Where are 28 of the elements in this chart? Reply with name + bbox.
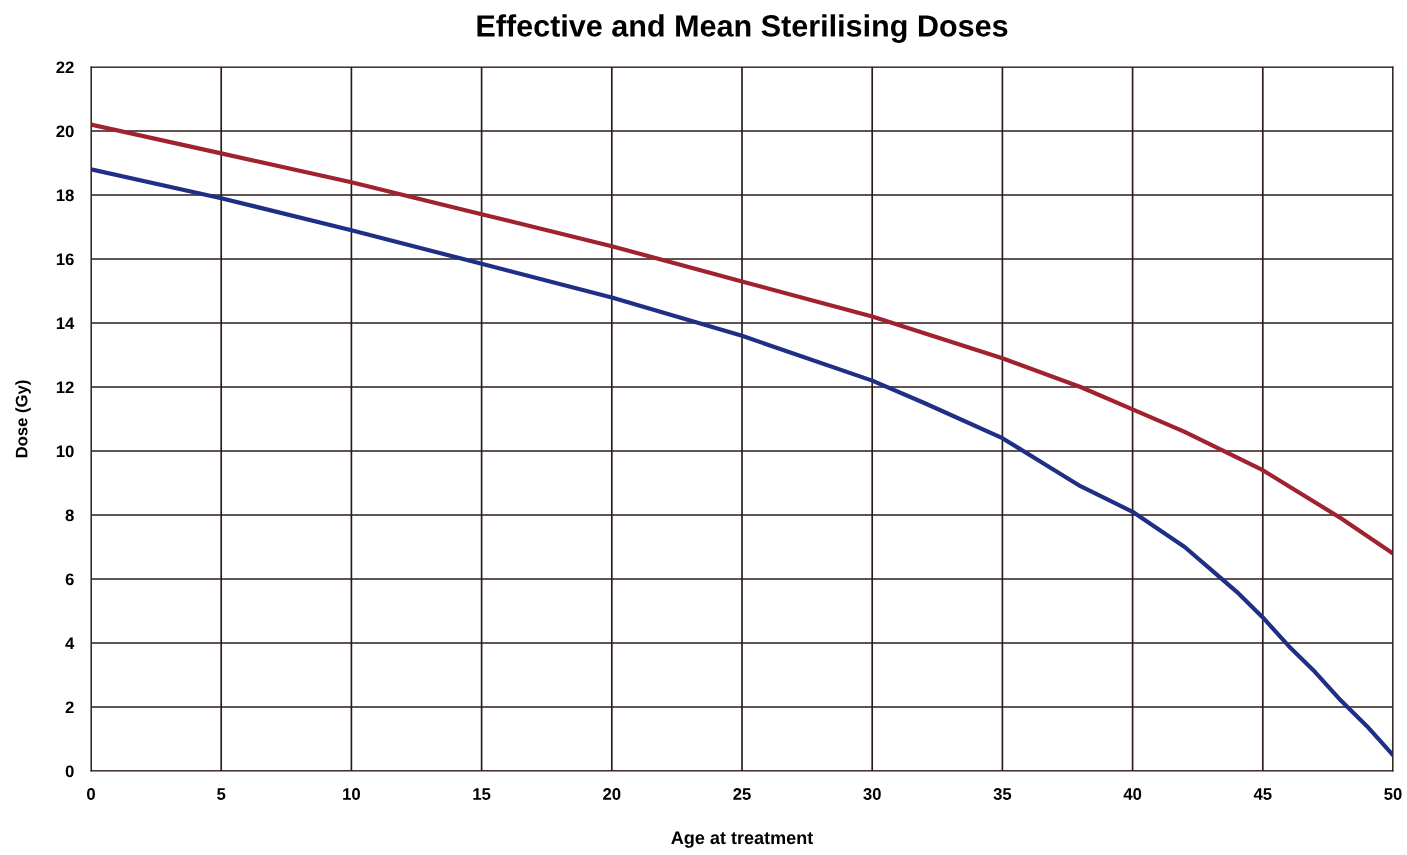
y-tick-label: 20 — [56, 125, 74, 138]
y-axis-title: Dose (Gy) — [15, 380, 31, 458]
x-tick-label: 0 — [87, 788, 95, 800]
line-series — [91, 167, 1393, 758]
x-tick-label: 15 — [473, 788, 491, 800]
y-tick-label: 2 — [65, 701, 74, 714]
y-tick-label: 6 — [65, 573, 74, 586]
y-tick-label: 8 — [65, 509, 74, 522]
y-tick-label: 0 — [65, 765, 74, 778]
x-tick-label: 40 — [1123, 788, 1142, 800]
y-tick-label: 18 — [56, 189, 74, 202]
y-tick-label: 12 — [56, 381, 74, 394]
y-tick-label: 22 — [56, 61, 74, 74]
x-tick-label: 5 — [217, 788, 226, 800]
line-series — [91, 122, 1393, 556]
x-tick-label: 30 — [863, 788, 881, 800]
x-tick-label: 45 — [1253, 788, 1272, 800]
x-tick-label: 35 — [993, 788, 1012, 800]
x-axis-title: Age at treatment — [671, 831, 814, 848]
y-tick-label: 4 — [65, 637, 75, 650]
y-tick-label: 16 — [56, 253, 74, 266]
x-tick-label: 50 — [1384, 788, 1402, 800]
x-tick-label: 20 — [603, 788, 621, 800]
y-tick-label: 14 — [56, 317, 75, 330]
x-tick-label: 10 — [343, 788, 360, 800]
chart-title: Effective and Mean Sterilising Doses — [477, 14, 1008, 43]
x-tick-label: 25 — [733, 788, 751, 800]
y-tick-label: 10 — [56, 445, 74, 458]
